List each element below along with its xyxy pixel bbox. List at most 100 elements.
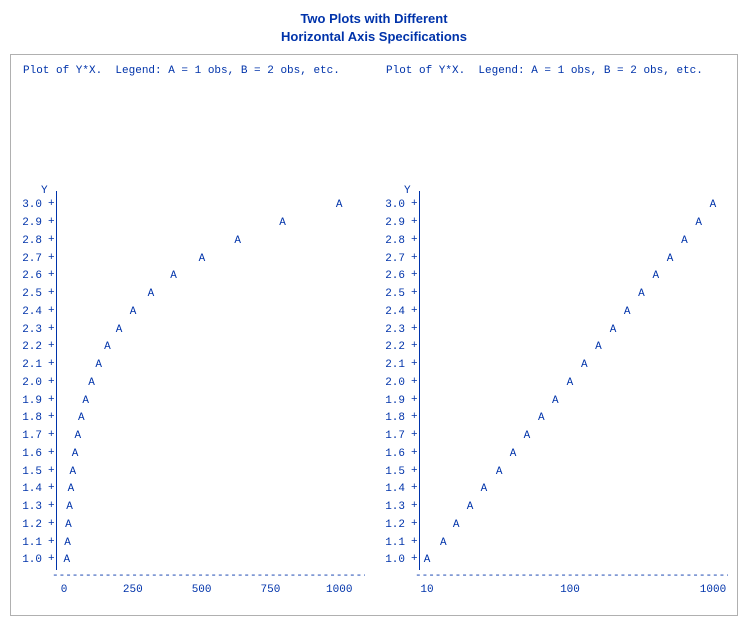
right-data-point: A [581,359,588,371]
right-y-tick-mark: + [411,198,418,210]
left-y-tick-mark: + [48,429,55,441]
right-y-tick-mark: + [411,465,418,477]
left-data-point: A [72,448,79,460]
right-x-tick-label: 100 [550,584,590,596]
right-y-tick-mark: + [411,376,418,388]
right-data-point: A [595,341,602,353]
right-y-tick-label: 2.4 [379,306,405,318]
title-line-2: Horizontal Axis Specifications [281,29,467,44]
right-y-tick-mark: + [411,234,418,246]
right-y-tick-label: 2.5 [379,288,405,300]
right-plot: Plot of Y*X. Legend: A = 1 obs, B = 2 ob… [374,55,737,615]
right-y-tick-label: 1.9 [379,395,405,407]
title-line-1: Two Plots with Different [300,11,447,26]
right-data-point: A [652,270,659,282]
left-y-tick-label: 2.9 [16,217,42,229]
right-y-tick-label: 1.3 [379,501,405,513]
right-data-point: A [681,235,688,247]
right-y-tick-label: 2.0 [379,377,405,389]
left-data-point: A [130,306,137,318]
right-y-tick-label: 1.2 [379,519,405,531]
right-y-tick-label: 2.7 [379,253,405,265]
left-data-point: A [69,466,76,478]
left-y-tick-label: 1.0 [16,554,42,566]
left-y-tick-mark: + [48,518,55,530]
right-data-point: A [667,253,674,265]
left-y-tick-mark: + [48,287,55,299]
left-x-tick-label: 0 [44,584,84,596]
right-data-point: A [524,430,531,442]
left-x-tick-label: 750 [250,584,290,596]
left-data-point: A [170,270,177,282]
left-x-tick-label: 1000 [319,584,359,596]
left-y-tick-label: 1.3 [16,501,42,513]
right-y-tick-mark: + [411,269,418,281]
right-data-point: A [481,483,488,495]
left-plot-legend: Plot of Y*X. Legend: A = 1 obs, B = 2 ob… [23,65,340,77]
left-y-tick-mark: + [48,358,55,370]
left-y-tick-mark: + [48,269,55,281]
left-data-point: A [148,288,155,300]
left-data-point: A [78,412,85,424]
left-data-point: A [63,554,70,566]
left-data-point: A [279,217,286,229]
right-y-tick-mark: + [411,411,418,423]
left-y-tick-label: 2.6 [16,270,42,282]
right-y-tick-mark: + [411,482,418,494]
left-y-tick-mark: + [48,198,55,210]
right-x-tick-label: 1000 [693,584,733,596]
page-title: Two Plots with Different Horizontal Axis… [10,10,738,46]
left-y-tick-mark: + [48,323,55,335]
right-data-point: A [710,199,717,211]
left-y-tick-mark: + [48,411,55,423]
left-data-point: A [66,501,73,513]
left-y-axis-line [56,191,58,570]
right-y-axis-line [419,191,421,570]
left-y-tick-mark: + [48,394,55,406]
left-y-tick-label: 2.2 [16,341,42,353]
left-y-tick-mark: + [48,340,55,352]
right-y-tick-mark: + [411,216,418,228]
left-data-point: A [68,483,75,495]
right-data-point: A [638,288,645,300]
right-y-tick-mark: + [411,394,418,406]
left-y-tick-label: 1.8 [16,412,42,424]
left-plot: Plot of Y*X. Legend: A = 1 obs, B = 2 ob… [11,55,374,615]
left-y-tick-label: 2.8 [16,235,42,247]
right-y-tick-label: 1.4 [379,483,405,495]
right-data-point: A [440,537,447,549]
left-data-point: A [65,519,72,531]
right-y-tick-label: 2.9 [379,217,405,229]
right-y-tick-label: 1.7 [379,430,405,442]
right-y-tick-label: 2.2 [379,341,405,353]
left-y-tick-label: 1.2 [16,519,42,531]
left-data-point: A [95,359,102,371]
left-y-tick-mark: + [48,376,55,388]
left-y-tick-label: 1.7 [16,430,42,442]
left-y-tick-mark: + [48,553,55,565]
left-y-tick-label: 1.6 [16,448,42,460]
left-data-point: A [104,341,111,353]
right-y-tick-mark: + [411,447,418,459]
right-y-tick-label: 1.1 [379,537,405,549]
left-data-point: A [116,324,123,336]
left-y-tick-mark: + [48,216,55,228]
right-y-tick-label: 1.8 [379,412,405,424]
right-y-tick-mark: + [411,518,418,530]
right-y-axis-label: Y [404,185,411,197]
left-y-axis-label: Y [41,185,48,197]
right-data-point: A [467,501,474,513]
left-data-point: A [82,395,89,407]
left-y-tick-label: 2.1 [16,359,42,371]
left-x-axis-line: ----------------------------------------… [52,570,365,582]
right-y-tick-label: 1.6 [379,448,405,460]
right-y-tick-mark: + [411,553,418,565]
left-x-tick-label: 500 [182,584,222,596]
left-y-tick-mark: + [48,482,55,494]
left-x-tick-label: 250 [113,584,153,596]
right-data-point: A [424,554,431,566]
right-data-point: A [552,395,559,407]
left-y-tick-mark: + [48,447,55,459]
right-y-tick-mark: + [411,252,418,264]
left-y-tick-label: 2.3 [16,324,42,336]
